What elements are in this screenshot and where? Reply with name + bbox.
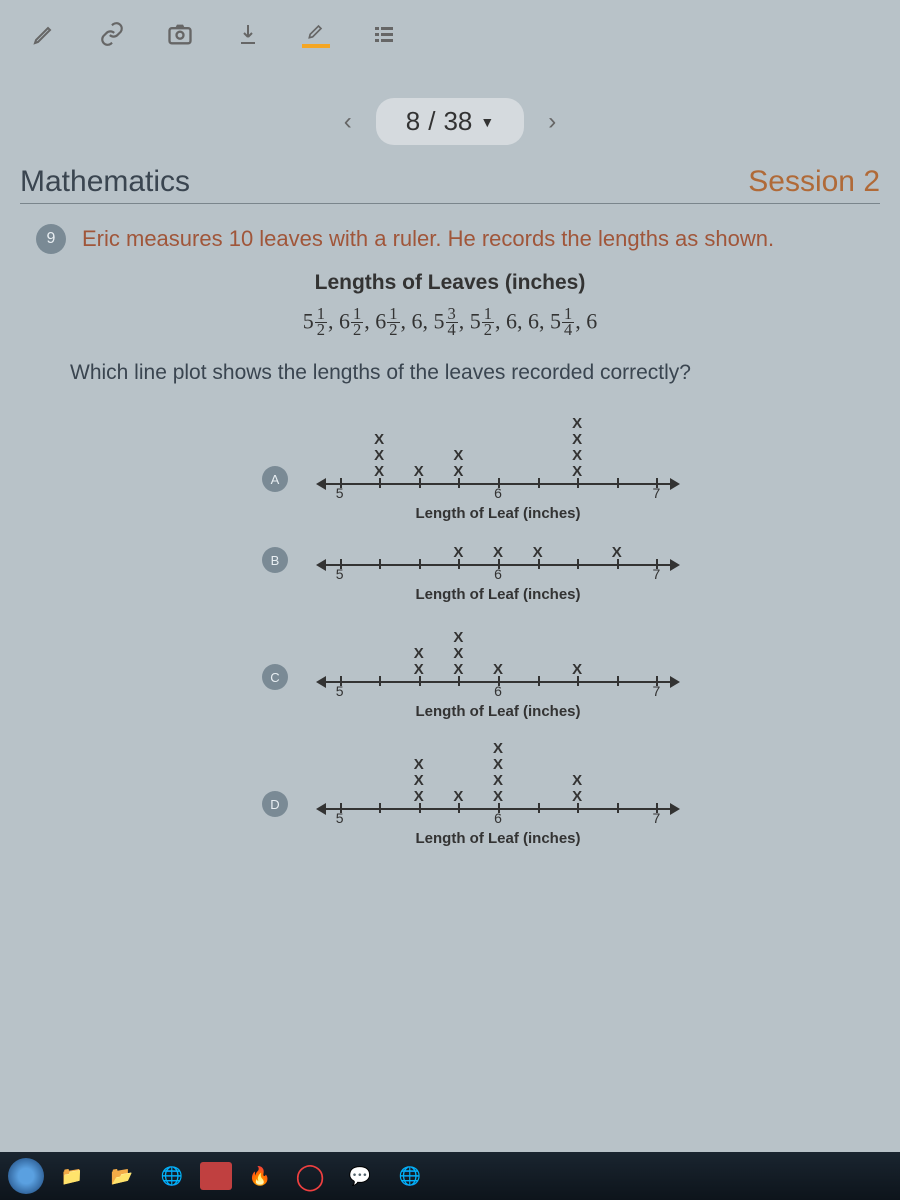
x-marks: X xyxy=(453,789,463,805)
choice-badge: C xyxy=(262,664,288,690)
tick-label: 6 xyxy=(494,810,502,826)
x-marks: X xyxy=(453,545,463,561)
x-marks: XX xyxy=(414,646,424,678)
x-marks: XX xyxy=(453,448,463,480)
x-marks: X xyxy=(533,545,543,561)
x-marks: X xyxy=(572,662,582,678)
camera-icon[interactable] xyxy=(166,20,194,48)
axis-label: Length of Leaf (inches) xyxy=(318,703,678,720)
subject-title: Mathematics xyxy=(20,165,190,199)
page-content: Mathematics Session 2 9 Eric measures 10… xyxy=(0,165,900,847)
tick-label: 6 xyxy=(494,683,502,699)
line-plot: XXXXXXXXXX567Length of Leaf (inches) xyxy=(318,734,678,847)
tick-label: 5 xyxy=(336,810,344,826)
list-icon[interactable] xyxy=(370,20,398,48)
x-marks: XXX xyxy=(374,432,384,479)
taskbar-app-4[interactable] xyxy=(200,1162,232,1190)
link-icon[interactable] xyxy=(98,20,126,48)
start-button[interactable] xyxy=(8,1158,44,1194)
tick-label: 7 xyxy=(652,683,660,699)
x-marks: XX xyxy=(572,773,582,805)
question-prompt: Which line plot shows the lengths of the… xyxy=(70,361,880,385)
x-marks: XXX xyxy=(453,630,463,677)
page-current: 8 xyxy=(406,106,420,137)
choice-badge: B xyxy=(262,547,288,573)
highlighter-icon[interactable] xyxy=(302,20,330,48)
choice-badge: A xyxy=(262,466,288,492)
x-marks: XXX xyxy=(414,757,424,804)
taskbar-app-1[interactable]: 📁 xyxy=(50,1158,94,1194)
x-marks: XXXX xyxy=(572,416,582,479)
axis-label: Length of Leaf (inches) xyxy=(318,830,678,847)
page-navigator: ‹ 8/38 ▼ › xyxy=(0,98,900,145)
session-label: Session 2 xyxy=(748,165,880,199)
page-indicator[interactable]: 8/38 ▼ xyxy=(376,98,524,145)
answer-choices: AXXXXXXXXXX567Length of Leaf (inches)BXX… xyxy=(60,409,880,847)
question-intro: Eric measures 10 leaves with a ruler. He… xyxy=(82,224,774,255)
editor-toolbar xyxy=(0,0,900,68)
caret-down-icon: ▼ xyxy=(480,114,494,130)
answer-choice-D[interactable]: DXXXXXXXXXX567Length of Leaf (inches) xyxy=(262,734,678,847)
answer-choice-C[interactable]: CXXXXXXX567Length of Leaf (inches) xyxy=(262,617,678,720)
taskbar-app-5[interactable]: 🔥 xyxy=(238,1158,282,1194)
tick-label: 7 xyxy=(652,810,660,826)
x-marks: X xyxy=(493,545,503,561)
data-title: Lengths of Leaves (inches) xyxy=(20,271,880,295)
windows-taskbar: 📁 📂 🌐 🔥 ◯ 💬 🌐 xyxy=(0,1152,900,1200)
x-marks: XXXX xyxy=(493,741,503,804)
line-plot: XXXXXXXXXX567Length of Leaf (inches) xyxy=(318,409,678,522)
x-marks: X xyxy=(493,662,503,678)
pencil-icon[interactable] xyxy=(30,20,58,48)
tick-label: 7 xyxy=(652,566,660,582)
taskbar-app-6[interactable]: ◯ xyxy=(288,1158,332,1194)
line-plot: X X X X 5 6 7 Length of Leaf (inches) xyxy=(318,536,678,603)
tick-label: 5 xyxy=(336,485,344,501)
taskbar-app-7[interactable]: 💬 xyxy=(338,1158,382,1194)
tick-label: 7 xyxy=(652,485,660,501)
page-total: 38 xyxy=(443,106,472,137)
line-plot: XXXXXXX567Length of Leaf (inches) xyxy=(318,617,678,720)
axis-label: Length of Leaf (inches) xyxy=(318,586,678,603)
question-number-badge: 9 xyxy=(36,224,66,254)
tick-label: 5 xyxy=(336,566,344,582)
taskbar-app-8[interactable]: 🌐 xyxy=(388,1158,432,1194)
question-block: 9 Eric measures 10 leaves with a ruler. … xyxy=(36,224,880,255)
x-marks: X xyxy=(414,464,424,480)
answer-choice-A[interactable]: AXXXXXXXXXX567Length of Leaf (inches) xyxy=(262,409,678,522)
x-marks: X xyxy=(612,545,622,561)
taskbar-app-3[interactable]: 🌐 xyxy=(150,1158,194,1194)
next-page-button[interactable]: › xyxy=(534,108,570,136)
tick-label: 6 xyxy=(494,485,502,501)
download-icon[interactable] xyxy=(234,20,262,48)
choice-badge: D xyxy=(262,791,288,817)
taskbar-app-2[interactable]: 📂 xyxy=(100,1158,144,1194)
axis-label: Length of Leaf (inches) xyxy=(318,505,678,522)
data-values: 512, 612, 612, 6, 534, 512, 6, 6, 514, 6 xyxy=(20,307,880,338)
answer-choice-B[interactable]: B X X X X 5 6 7 Length of Leaf (inches) xyxy=(262,536,678,603)
page-header: Mathematics Session 2 xyxy=(20,165,880,204)
tick-label: 6 xyxy=(494,566,502,582)
prev-page-button[interactable]: ‹ xyxy=(330,108,366,136)
tick-label: 5 xyxy=(336,683,344,699)
